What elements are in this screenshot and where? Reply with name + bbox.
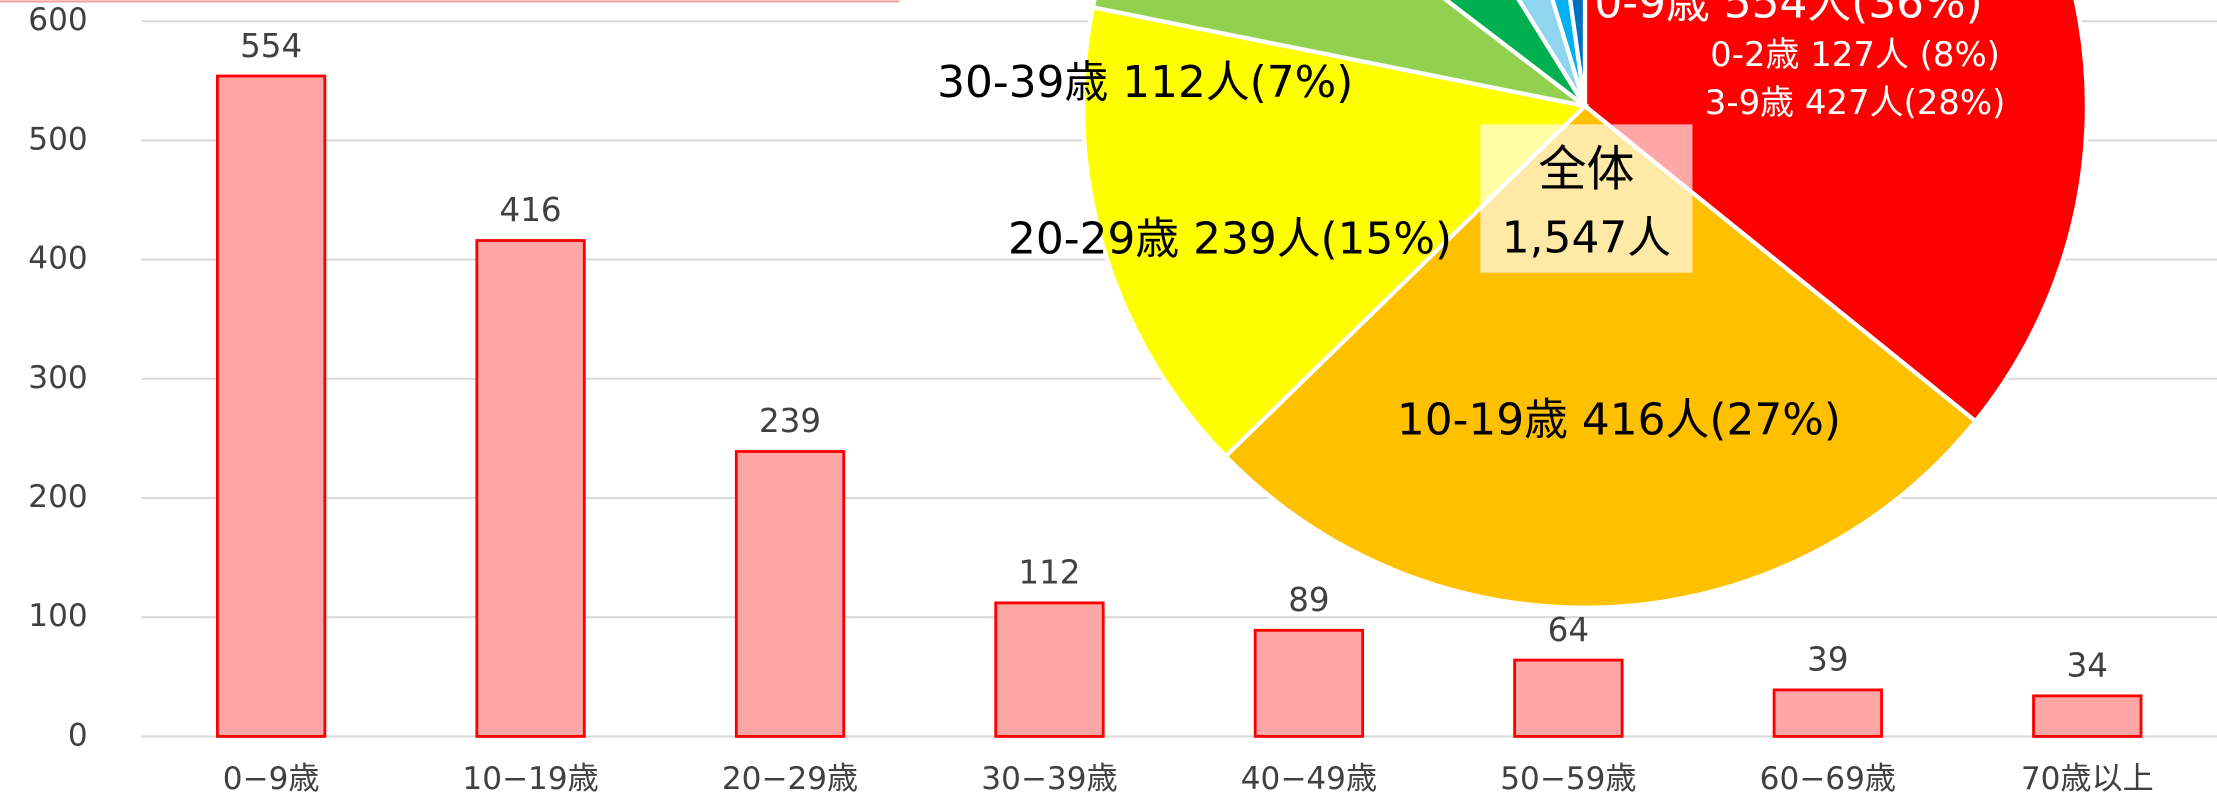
value-label: 34 (2067, 647, 2108, 685)
pie-slice (1582, 0, 2089, 425)
center-label: 1,547人 (1502, 212, 1671, 263)
pie-slice (1090, 0, 1587, 109)
bar (994, 601, 1105, 738)
x-tick-label: 10−19歳 (462, 761, 598, 797)
center-label: 全体 (1538, 141, 1634, 197)
slice-label: 0-9歳 554人(36%) (1594, 0, 1982, 29)
bar (1253, 628, 1365, 738)
value-label: 112 (1018, 554, 1080, 592)
value-label: 416 (500, 191, 562, 229)
bar (475, 239, 586, 738)
bar (1772, 688, 1883, 738)
value-label: 239 (759, 402, 821, 440)
y-tick-label: 500 (28, 121, 87, 157)
x-tick-label: 50−59歳 (1500, 761, 1636, 797)
slice-label: 30-39歳 112人(7%) (937, 57, 1353, 108)
y-tick-label: 100 (28, 598, 87, 634)
y-tick-label: 300 (28, 360, 87, 396)
slice-annotation: 3-9歳 427人(28%) (1705, 83, 2006, 122)
value-label: 554 (240, 27, 302, 65)
pie-slice (1516, 0, 1588, 108)
slice-annotation: 0-2歳 127人 (8%) (1710, 35, 2000, 74)
value-label: 64 (1548, 611, 1589, 649)
pie-slice (1550, 0, 1588, 107)
pie-slice (1442, 0, 1587, 108)
x-tick-label: 0−9歳 (223, 761, 320, 797)
pie-slice (1222, 103, 1979, 610)
y-tick-label: 200 (28, 479, 87, 515)
bar (2032, 694, 2143, 738)
value-label: 89 (1288, 581, 1329, 619)
y-tick-label: 400 (28, 241, 87, 277)
center-box (1480, 124, 1693, 273)
bar (734, 450, 846, 738)
x-tick-label: 70歳以上 (2021, 761, 2154, 797)
slice-label: 10-19歳 416人(27%) (1397, 395, 1841, 446)
x-tick-label: 60−69歳 (1760, 761, 1896, 797)
value-label: 39 (1807, 641, 1848, 679)
x-tick-label: 40−49歳 (1241, 761, 1377, 797)
pie-slice (1081, 4, 1590, 460)
y-tick-label: 600 (28, 2, 87, 38)
pie-slice (1568, 0, 1588, 107)
y-tick-label: 0 (68, 717, 88, 753)
bar (215, 74, 327, 738)
slice-label: 20-29歳 239人(15%) (1008, 214, 1452, 265)
x-tick-label: 30−39歳 (981, 761, 1117, 797)
x-tick-label: 20−29歳 (722, 761, 858, 797)
bar (1513, 658, 1624, 738)
